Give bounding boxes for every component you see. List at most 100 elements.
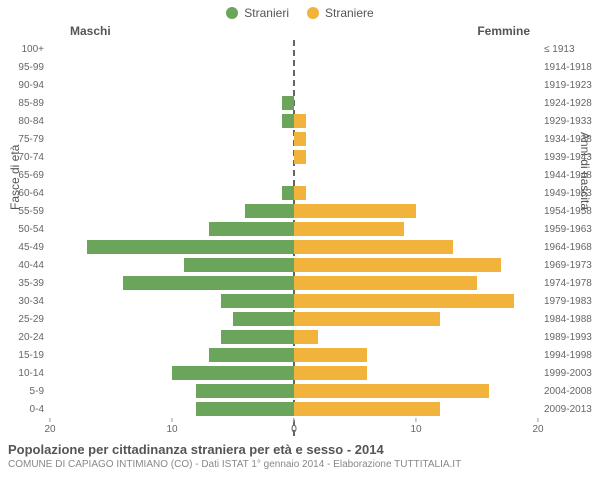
table-row: 80-841929-1933: [50, 112, 538, 130]
female-half: [294, 40, 538, 58]
x-tick: 10: [410, 418, 421, 435]
table-row: 85-891924-1928: [50, 94, 538, 112]
female-half: [294, 58, 538, 76]
rows-container: 100+≤ 191395-991914-191890-941919-192385…: [50, 40, 538, 418]
chart-container: Stranieri Straniere Maschi Femmine Fasce…: [0, 0, 600, 500]
x-tick-line: [294, 418, 295, 422]
table-row: 30-341979-1983: [50, 292, 538, 310]
age-label: 45-49: [18, 242, 50, 253]
male-half: [50, 94, 294, 112]
male-half: [50, 292, 294, 310]
male-half: [50, 364, 294, 382]
female-half: [294, 148, 538, 166]
male-bar: [233, 312, 294, 326]
female-half: [294, 76, 538, 94]
female-half: [294, 328, 538, 346]
female-bar: [294, 384, 489, 398]
male-half: [50, 166, 294, 184]
table-row: 70-741939-1943: [50, 148, 538, 166]
table-row: 55-591954-1958: [50, 202, 538, 220]
male-bar: [184, 258, 294, 272]
birth-year-label: 1974-1978: [538, 278, 592, 289]
x-tick: 0: [291, 418, 297, 435]
male-half: [50, 220, 294, 238]
table-row: 90-941919-1923: [50, 76, 538, 94]
female-half: [294, 238, 538, 256]
age-label: 20-24: [18, 332, 50, 343]
female-half: [294, 166, 538, 184]
age-label: 40-44: [18, 260, 50, 271]
age-label: 100+: [21, 44, 50, 55]
female-half: [294, 202, 538, 220]
female-bar: [294, 258, 501, 272]
legend-item-male: Stranieri: [226, 6, 289, 20]
male-half: [50, 40, 294, 58]
male-half: [50, 400, 294, 418]
male-bar: [245, 204, 294, 218]
male-bar: [196, 384, 294, 398]
birth-year-label: 1979-1983: [538, 296, 592, 307]
male-half: [50, 256, 294, 274]
female-half: [294, 130, 538, 148]
table-row: 60-641949-1953: [50, 184, 538, 202]
table-row: 5-92004-2008: [50, 382, 538, 400]
male-bar: [282, 96, 294, 110]
birth-year-label: 1939-1943: [538, 152, 592, 163]
female-half: [294, 292, 538, 310]
x-axis-left: 20100: [50, 418, 294, 436]
female-bar: [294, 294, 514, 308]
female-bar: [294, 186, 306, 200]
x-tick-label: 0: [291, 424, 297, 435]
female-bar: [294, 204, 416, 218]
legend-swatch-male: [226, 7, 238, 19]
female-half: [294, 400, 538, 418]
age-label: 30-34: [18, 296, 50, 307]
legend-item-female: Straniere: [307, 6, 374, 20]
age-label: 65-69: [18, 170, 50, 181]
x-tick-line: [50, 418, 51, 422]
birth-year-label: 1934-1938: [538, 134, 592, 145]
female-half: [294, 310, 538, 328]
legend: Stranieri Straniere: [0, 0, 600, 20]
male-bar: [209, 222, 294, 236]
footer: Popolazione per cittadinanza straniera p…: [0, 436, 600, 470]
male-bar: [196, 402, 294, 416]
table-row: 40-441969-1973: [50, 256, 538, 274]
male-bar: [123, 276, 294, 290]
table-row: 15-191994-1998: [50, 346, 538, 364]
age-label: 50-54: [18, 224, 50, 235]
birth-year-label: 1969-1973: [538, 260, 592, 271]
age-label: 10-14: [18, 368, 50, 379]
age-label: 75-79: [18, 134, 50, 145]
age-label: 70-74: [18, 152, 50, 163]
chart-subtitle: COMUNE DI CAPIAGO INTIMIANO (CO) - Dati …: [8, 459, 592, 470]
male-half: [50, 238, 294, 256]
x-tick-label: 20: [532, 424, 543, 435]
table-row: 20-241989-1993: [50, 328, 538, 346]
table-row: 95-991914-1918: [50, 58, 538, 76]
age-label: 0-4: [30, 404, 50, 415]
birth-year-label: 1929-1933: [538, 116, 592, 127]
male-bar: [282, 114, 294, 128]
female-half: [294, 274, 538, 292]
legend-label-male: Stranieri: [244, 6, 289, 20]
male-bar: [282, 186, 294, 200]
table-row: 0-42009-2013: [50, 400, 538, 418]
age-label: 80-84: [18, 116, 50, 127]
female-bar: [294, 114, 306, 128]
male-bar: [221, 330, 294, 344]
female-bar: [294, 348, 367, 362]
birth-year-label: 1919-1923: [538, 80, 592, 91]
birth-year-label: 1999-2003: [538, 368, 592, 379]
age-label: 60-64: [18, 188, 50, 199]
legend-label-female: Straniere: [325, 6, 374, 20]
male-half: [50, 328, 294, 346]
birth-year-label: 1994-1998: [538, 350, 592, 361]
age-label: 35-39: [18, 278, 50, 289]
female-bar: [294, 132, 306, 146]
female-bar: [294, 366, 367, 380]
chart-title: Popolazione per cittadinanza straniera p…: [8, 442, 592, 457]
table-row: 25-291984-1988: [50, 310, 538, 328]
x-tick: 10: [166, 418, 177, 435]
male-half: [50, 310, 294, 328]
